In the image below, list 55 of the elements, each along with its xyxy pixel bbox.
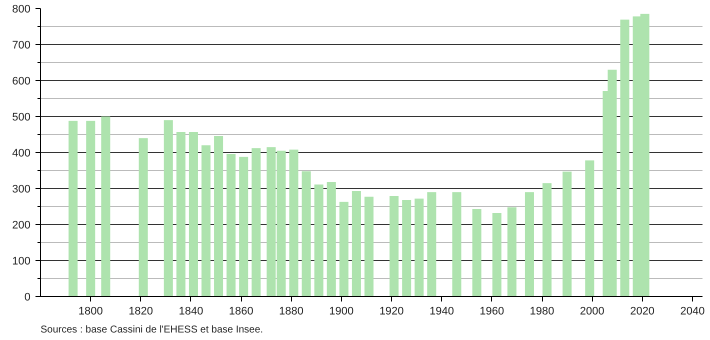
bar <box>585 160 594 296</box>
y-tick-label: 0 <box>24 292 31 304</box>
bar <box>201 145 211 296</box>
bar <box>86 120 96 296</box>
y-tick-label: 300 <box>12 184 31 196</box>
bar <box>339 202 348 296</box>
x-tick-label: 1980 <box>530 306 554 318</box>
source-note: Sources : base Cassini de l'EHESS et base Insee. <box>40 324 264 336</box>
y-tick-label: 400 <box>12 148 31 160</box>
y-tick-label: 500 <box>12 112 31 124</box>
bar <box>414 198 424 296</box>
bar <box>402 200 412 296</box>
bar <box>427 192 436 296</box>
bar <box>620 20 630 296</box>
bar <box>164 120 173 296</box>
bar <box>314 184 324 296</box>
bar <box>452 192 462 296</box>
y-tick-label: 600 <box>12 76 31 88</box>
bar <box>562 172 572 296</box>
bar <box>352 191 361 296</box>
bar <box>101 116 110 296</box>
bar <box>239 156 248 296</box>
bar <box>492 212 502 296</box>
x-tick-label: 2040 <box>680 306 705 318</box>
x-tick-label: 1900 <box>329 306 354 318</box>
bar <box>364 196 374 296</box>
x-tick-label: 1880 <box>279 306 304 318</box>
bar <box>252 148 261 296</box>
bar <box>524 192 534 296</box>
bar <box>289 150 298 296</box>
bar <box>326 182 336 296</box>
x-tick-label: 1820 <box>128 306 154 318</box>
bar <box>472 209 482 296</box>
x-tick-label: 2020 <box>630 306 655 318</box>
y-tick-label: 100 <box>12 256 31 268</box>
bar <box>302 171 311 296</box>
bar <box>188 132 198 296</box>
x-tick-label: 1840 <box>178 306 204 318</box>
x-tick-label: 1920 <box>379 306 404 318</box>
x-tick-label: 1940 <box>429 306 454 318</box>
bar <box>138 138 148 296</box>
x-tick-label: 1960 <box>480 306 504 318</box>
y-tick-label: 200 <box>12 220 31 232</box>
bar <box>68 120 78 296</box>
bar <box>390 196 399 296</box>
bar <box>507 207 516 296</box>
bar <box>214 136 224 296</box>
bar <box>176 132 186 296</box>
bar <box>542 183 552 296</box>
y-tick-label: 700 <box>12 40 31 52</box>
x-tick-label: 1860 <box>228 306 254 318</box>
x-tick-label: 1800 <box>78 306 103 318</box>
x-tick-label: 2000 <box>580 306 604 318</box>
bar <box>226 154 236 296</box>
y-tick-label: 800 <box>12 4 31 16</box>
